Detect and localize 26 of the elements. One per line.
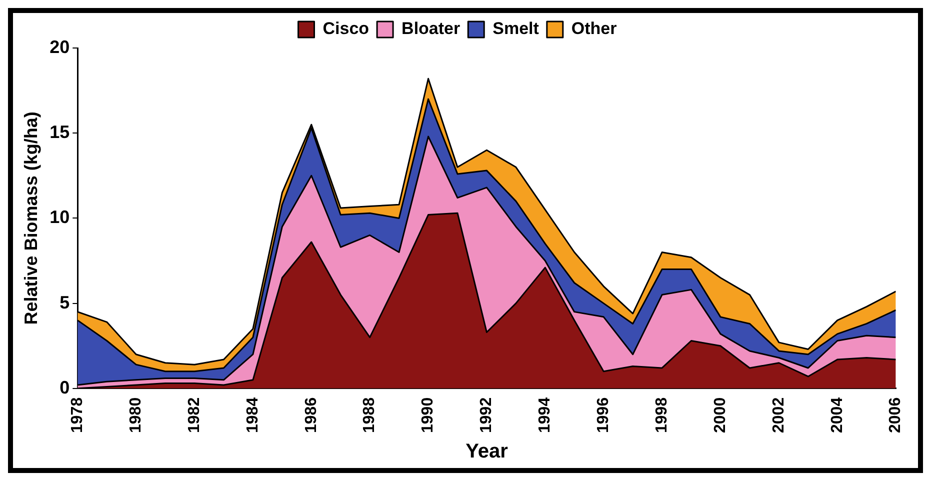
y-tick-label: 20 — [50, 36, 70, 57]
x-tick-label: 1992 — [478, 397, 496, 433]
legend-label: Bloater — [402, 19, 460, 38]
x-tick-label: 1982 — [186, 397, 203, 433]
x-tick-label: 2004 — [828, 397, 846, 433]
x-axis-title: Year — [466, 440, 508, 463]
legend-label: Smelt — [492, 19, 540, 38]
y-axis-title: Relative Biomass (kg/ha) — [20, 112, 41, 325]
y-tick-label: 15 — [50, 122, 70, 142]
y-tick-label: 10 — [50, 207, 70, 228]
x-tick-label: 2006 — [887, 397, 904, 433]
x-tick-label: 1996 — [595, 397, 612, 433]
legend-label: Other — [571, 19, 618, 38]
legend-label: Cisco — [322, 19, 370, 38]
x-tick-label: 1984 — [244, 397, 262, 433]
x-tick-label: 1994 — [536, 397, 554, 433]
x-tick-label: 1980 — [127, 397, 144, 433]
x-tick-label: 1986 — [302, 397, 320, 433]
x-tick-label: 2002 — [770, 397, 788, 433]
y-tick-label: 0 — [60, 377, 70, 398]
x-tick-label: 2000 — [712, 397, 729, 433]
x-tick-label: 1998 — [653, 397, 670, 433]
y-tick-label: 5 — [60, 292, 70, 312]
x-tick-label: 1990 — [420, 397, 437, 433]
x-tick-label: 1978 — [69, 397, 86, 433]
x-tick-label: 1988 — [361, 397, 378, 433]
